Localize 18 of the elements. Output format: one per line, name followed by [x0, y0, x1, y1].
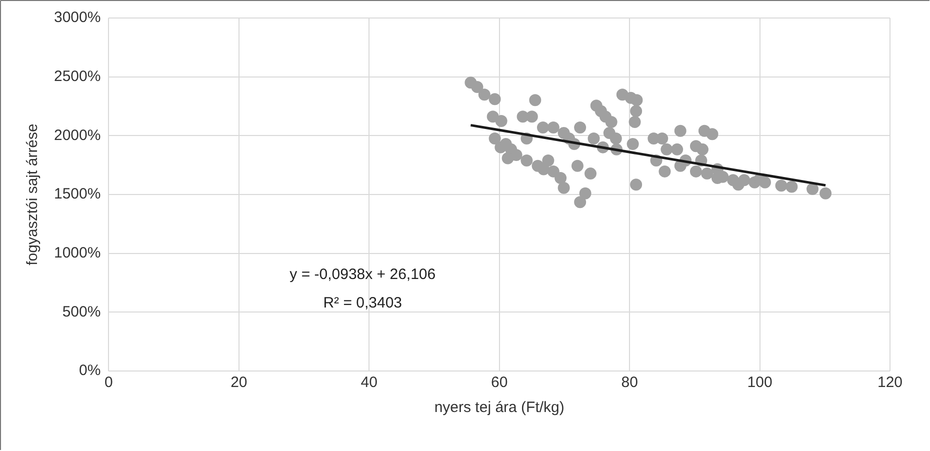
annotation: R² = 0,3403	[323, 294, 402, 312]
x-tick-label: 20	[230, 374, 248, 392]
x-tick-label: 60	[491, 374, 508, 392]
y-tick-label: 1500%	[54, 186, 101, 203]
y-axis-title: fogyasztói sajt árrése	[24, 124, 42, 266]
x-tick-label: 120	[877, 374, 903, 392]
x-tick-label: 40	[360, 374, 378, 392]
x-tick-label: 80	[621, 374, 638, 392]
y-tick-label: 500%	[62, 303, 101, 320]
y-tick-label: 2000%	[54, 126, 101, 144]
x-axis-title: nyers tej ára (Ft/kg)	[434, 399, 564, 416]
x-tick-label: 0	[104, 374, 113, 392]
y-tick-label: 0%	[79, 362, 101, 380]
x-tick-label: 100	[747, 374, 772, 392]
annotation: y = -0,0938x + 26,106	[290, 266, 436, 284]
y-tick-label: 2500%	[54, 68, 101, 85]
y-tick-label: 3000%	[54, 9, 101, 26]
y-tick-label: 1000%	[54, 244, 101, 262]
